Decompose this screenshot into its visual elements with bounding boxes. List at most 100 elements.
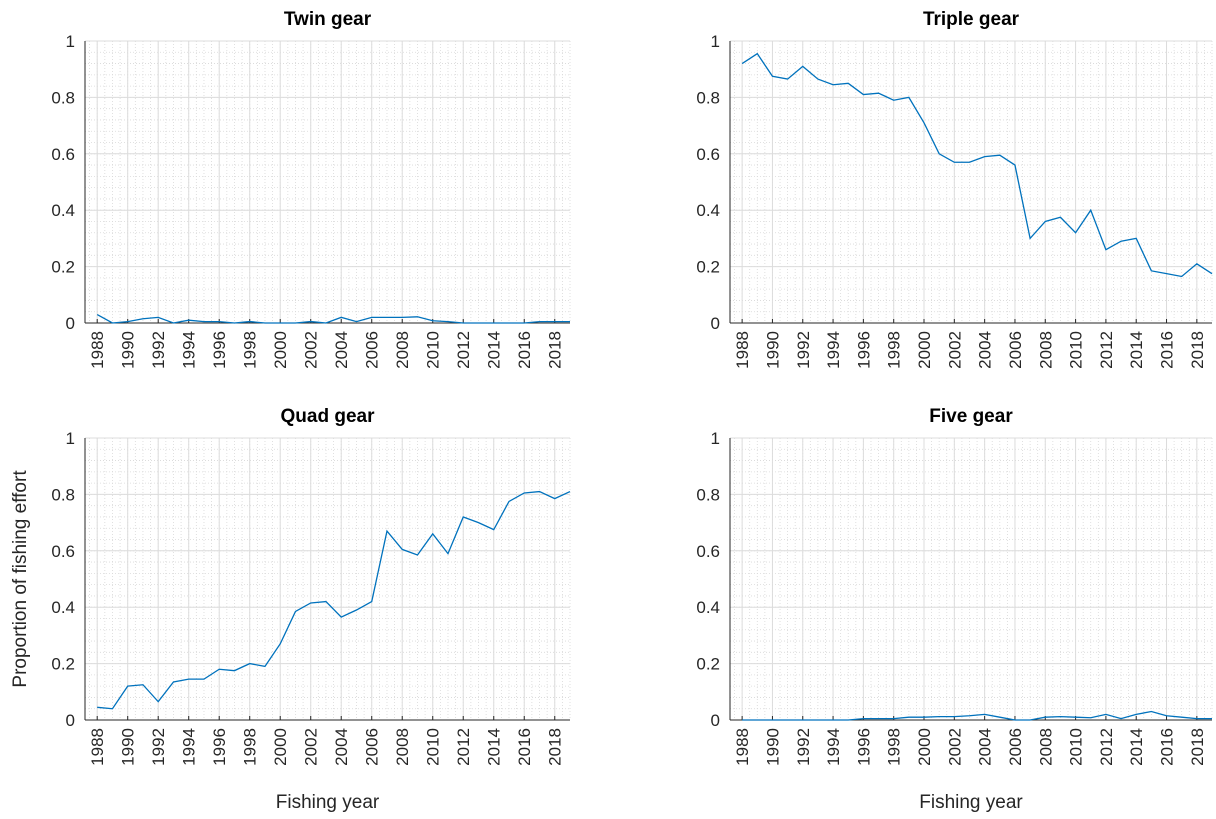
y-tick-label: 0.4 [696,201,720,220]
x-tick-label: 2008 [393,728,412,766]
y-tick-label: 0 [66,711,75,730]
x-tick-label: 2004 [976,331,995,369]
x-tick-label: 2000 [915,728,934,766]
x-tick-label: 1990 [763,331,782,369]
data-line [96,313,570,324]
x-tick-label: 2006 [1006,728,1025,766]
y-tick-label: 0 [66,314,75,333]
x-tick-label: 2010 [424,331,443,369]
y-tick-label: 0.8 [51,88,75,107]
x-tick-label: 2008 [393,331,412,369]
x-tick-label: 2000 [271,331,290,369]
y-tick-label: 1 [66,429,75,448]
data-line [741,52,1213,278]
x-tick-label: 2016 [1158,331,1177,369]
y-tick-label: 1 [66,32,75,51]
x-tick-label: 1996 [854,728,873,766]
y-tick-label: 0.8 [696,485,720,504]
x-tick-label: 2014 [1127,331,1146,369]
data-line [97,490,571,710]
data-line [742,710,1212,721]
x-tick-label: 1998 [241,331,260,369]
x-tick-label: 1992 [149,728,168,766]
x-tick-label: 1998 [241,728,260,766]
x-tick-label: 2000 [271,728,290,766]
x-tick-label: 1996 [210,331,229,369]
y-tick-label: 0.4 [696,598,720,617]
x-tick-label: 2006 [363,331,382,369]
x-tick-label: 2018 [546,331,565,369]
y-tick-label: 0.6 [696,145,720,164]
y-tick-label: 0.8 [696,88,720,107]
x-tick-label: 2012 [454,331,473,369]
x-tick-label: 2014 [1127,728,1146,766]
x-tick-label: 1988 [88,728,107,766]
y-tick-label: 0.2 [51,655,75,674]
x-tick-label: 2008 [1036,331,1055,369]
x-tick-label: 2014 [485,728,504,766]
x-tick-label: 2002 [945,331,964,369]
y-axis-label: Proportion of fishing effort [10,470,31,688]
x-tick-label: 1998 [885,728,904,766]
x-tick-label: 1994 [180,331,199,369]
subplot: 0 0.2 0.4 0.6 0.8 1 1988 1990 1992 1994 1996 1998 20… [696,406,1213,813]
x-tick-label: 1988 [733,728,752,766]
x-axis-label: Fishing year [276,792,380,813]
subplot: 0 0.2 0.4 0.6 0.8 1 1988 1990 1992 1994 1996 1998 20… [10,406,571,813]
subplot: 0 0.2 0.4 0.6 0.8 1 1988 1990 1992 1994 1996 1998 20… [696,9,1213,369]
x-tick-label: 2016 [515,331,534,369]
x-tick-label: 2002 [302,331,321,369]
x-tick-label: 1988 [733,331,752,369]
y-tick-label: 1 [711,32,720,51]
chart-title: Five gear [929,406,1013,427]
x-tick-label: 2010 [424,728,443,766]
x-tick-label: 2018 [546,728,565,766]
chart-title: Triple gear [923,9,1020,30]
y-tick-label: 0.8 [51,485,75,504]
x-tick-label: 1996 [210,728,229,766]
x-tick-label: 2006 [1006,331,1025,369]
x-axis-label: Fishing year [919,792,1023,813]
x-tick-label: 2016 [1158,728,1177,766]
x-tick-label: 1990 [119,728,138,766]
x-tick-label: 1988 [88,331,107,369]
x-tick-label: 2002 [945,728,964,766]
x-tick-label: 1996 [854,331,873,369]
x-tick-label: 2000 [915,331,934,369]
y-tick-label: 0.6 [696,542,720,561]
subplot: 0 0.2 0.4 0.6 0.8 1 1988 1990 1992 1994 1996 1998 20… [51,9,571,369]
x-tick-label: 2002 [302,728,321,766]
x-tick-label: 2004 [332,331,351,369]
x-tick-label: 2004 [332,728,351,766]
x-tick-label: 1990 [119,331,138,369]
x-tick-label: 2018 [1188,728,1207,766]
x-tick-label: 2012 [1097,728,1116,766]
x-tick-label: 1994 [180,728,199,766]
y-tick-label: 0 [711,314,720,333]
x-tick-label: 2012 [454,728,473,766]
y-tick-label: 0.4 [51,201,75,220]
x-tick-label: 2010 [1067,728,1086,766]
y-tick-label: 0.6 [51,542,75,561]
x-tick-label: 1994 [824,728,843,766]
chart-title: Twin gear [284,9,372,30]
x-tick-label: 2016 [515,728,534,766]
x-tick-label: 2004 [976,728,995,766]
x-tick-label: 1992 [149,331,168,369]
y-tick-label: 0.2 [51,258,75,277]
y-tick-label: 1 [711,429,720,448]
x-tick-label: 2018 [1188,331,1207,369]
x-tick-label: 1992 [794,728,813,766]
y-tick-label: 0 [711,711,720,730]
x-tick-label: 2006 [363,728,382,766]
x-tick-label: 1998 [885,331,904,369]
x-tick-label: 2008 [1036,728,1055,766]
y-tick-label: 0.2 [696,258,720,277]
y-tick-label: 0.2 [696,655,720,674]
x-tick-label: 1990 [763,728,782,766]
x-tick-label: 2010 [1067,331,1086,369]
x-tick-label: 1994 [824,331,843,369]
y-tick-label: 0.4 [51,598,75,617]
x-tick-label: 2014 [485,331,504,369]
